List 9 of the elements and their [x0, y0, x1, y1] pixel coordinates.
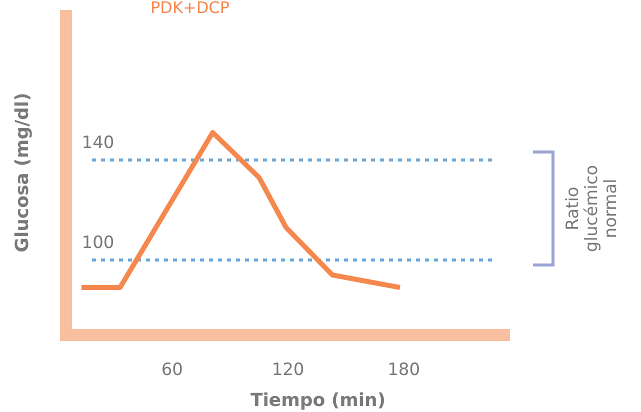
y-tick-label: 100: [82, 233, 114, 253]
x-tick-label: 180: [388, 360, 420, 380]
y-axis-title: Glucosa (mg/dl): [12, 92, 33, 252]
x-axis-title: Tiempo (min): [250, 390, 386, 411]
y-tick-label: 140: [82, 133, 114, 153]
chart-title: PDK+DCP: [150, 0, 230, 17]
text: Ratio glucémico normal: [563, 164, 621, 252]
x-tick-label: 60: [161, 360, 183, 380]
x-tick-label: 120: [272, 360, 304, 380]
